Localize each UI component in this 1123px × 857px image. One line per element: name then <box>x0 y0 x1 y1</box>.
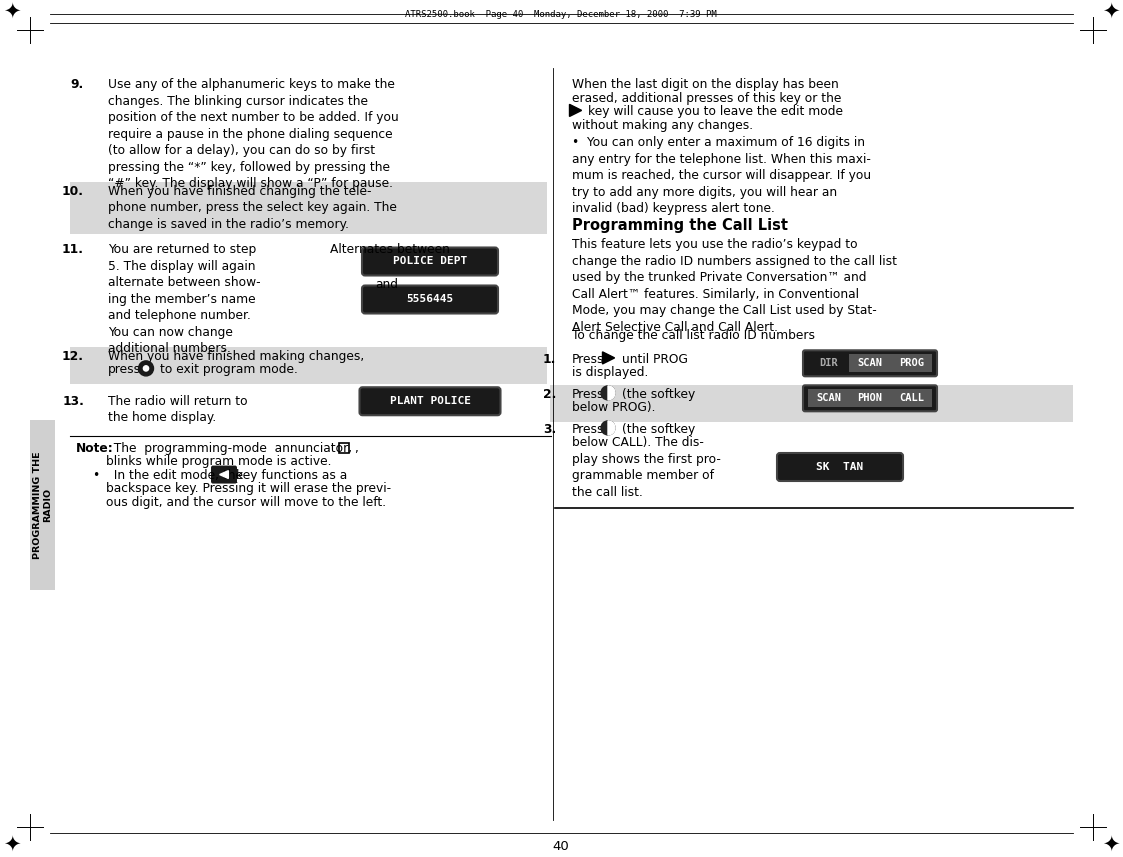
Text: press: press <box>108 363 141 376</box>
Circle shape <box>144 366 148 371</box>
Text: ous digit, and the cursor will move to the left.: ous digit, and the cursor will move to t… <box>106 495 386 508</box>
Text: Alternates between: Alternates between <box>330 243 450 256</box>
Text: Press: Press <box>572 423 604 435</box>
Text: ,: , <box>354 441 358 454</box>
Text: 12.: 12. <box>62 350 84 363</box>
Text: blinks while program mode is active.: blinks while program mode is active. <box>106 455 331 468</box>
Text: (the softkey: (the softkey <box>622 423 695 435</box>
Text: (the softkey: (the softkey <box>622 387 695 400</box>
Text: DIR: DIR <box>820 358 838 369</box>
Text: and: and <box>375 278 398 291</box>
Bar <box>70 182 547 234</box>
FancyBboxPatch shape <box>362 248 497 275</box>
Text: erased, additional presses of this key or the: erased, additional presses of this key o… <box>572 92 841 105</box>
Bar <box>339 442 349 452</box>
Text: The  programming-mode  annunciator,: The programming-mode annunciator, <box>106 441 353 454</box>
Text: 2.: 2. <box>542 387 556 400</box>
Polygon shape <box>220 470 228 478</box>
Text: below PROG).: below PROG). <box>572 401 656 414</box>
Text: 40: 40 <box>553 840 569 853</box>
Text: 10.: 10. <box>62 184 84 197</box>
Text: SCAN: SCAN <box>858 358 883 369</box>
FancyBboxPatch shape <box>211 465 237 483</box>
Text: POLICE DEPT: POLICE DEPT <box>393 256 467 267</box>
Text: PLANT POLICE: PLANT POLICE <box>390 396 471 406</box>
Text: Use any of the alphanumeric keys to make the
changes. The blinking cursor indica: Use any of the alphanumeric keys to make… <box>108 78 399 190</box>
Text: PHON: PHON <box>858 393 883 404</box>
Text: In the edit mode, the: In the edit mode, the <box>106 469 243 482</box>
Bar <box>70 346 547 383</box>
Bar <box>550 385 1072 422</box>
Text: ✦: ✦ <box>3 835 20 855</box>
Text: 9.: 9. <box>71 78 84 91</box>
Text: ✦: ✦ <box>1103 835 1120 855</box>
Text: to exit program mode.: to exit program mode. <box>159 363 298 376</box>
Text: 11.: 11. <box>62 243 84 256</box>
Text: You are returned to step
5. The display will again
alternate between show-
ing t: You are returned to step 5. The display … <box>108 243 261 355</box>
Bar <box>891 389 932 407</box>
Text: CALL: CALL <box>898 393 924 404</box>
Text: backspace key. Pressing it will erase the previ-: backspace key. Pressing it will erase th… <box>106 482 391 495</box>
Text: below CALL). The dis-
play shows the first pro-
grammable member of
the call lis: below CALL). The dis- play shows the fir… <box>572 436 721 499</box>
Text: 13.: 13. <box>62 394 84 407</box>
Bar <box>849 389 891 407</box>
Text: without making any changes.: without making any changes. <box>572 118 754 131</box>
Circle shape <box>601 386 615 400</box>
Text: 5556445: 5556445 <box>407 295 454 304</box>
Text: To change the call list radio ID numbers: To change the call list radio ID numbers <box>572 329 815 342</box>
Text: •  You can only enter a maximum of 16 digits in
any entry for the telephone list: • You can only enter a maximum of 16 dig… <box>572 136 871 215</box>
Text: PROGRAMMING THE
RADIO: PROGRAMMING THE RADIO <box>33 451 52 559</box>
Text: SCAN: SCAN <box>816 393 841 404</box>
FancyBboxPatch shape <box>362 285 497 314</box>
Text: until PROG: until PROG <box>622 352 688 365</box>
Text: Note:: Note: <box>76 441 113 454</box>
Text: When you have finished making changes,: When you have finished making changes, <box>108 350 364 363</box>
Bar <box>891 354 932 372</box>
Text: This feature lets you use the radio’s keypad to
change the radio ID numbers assi: This feature lets you use the radio’s ke… <box>572 238 897 333</box>
Bar <box>809 354 849 372</box>
Text: When you have finished changing the tele-
phone number, press the select key aga: When you have finished changing the tele… <box>108 184 396 231</box>
Text: is displayed.: is displayed. <box>572 366 648 379</box>
Circle shape <box>138 361 154 376</box>
Text: Programming the Call List: Programming the Call List <box>572 218 788 232</box>
Text: 1.: 1. <box>542 352 556 365</box>
Text: 3.: 3. <box>542 423 556 435</box>
FancyBboxPatch shape <box>803 351 937 376</box>
Polygon shape <box>608 386 615 400</box>
Text: The radio will return to
the home display.: The radio will return to the home displa… <box>108 394 248 424</box>
FancyBboxPatch shape <box>777 453 903 481</box>
Polygon shape <box>603 352 614 364</box>
Text: key functions as a: key functions as a <box>236 469 347 482</box>
Text: •: • <box>92 469 99 482</box>
Bar <box>809 389 849 407</box>
Text: PROG: PROG <box>898 358 924 369</box>
Text: Press: Press <box>572 352 604 365</box>
FancyBboxPatch shape <box>359 387 501 416</box>
Text: When the last digit on the display has been: When the last digit on the display has b… <box>572 78 839 91</box>
Text: ✦: ✦ <box>3 2 20 22</box>
Text: ✦: ✦ <box>1103 2 1120 22</box>
Polygon shape <box>569 105 582 117</box>
Text: SK  TAN: SK TAN <box>816 462 864 472</box>
FancyBboxPatch shape <box>803 386 937 411</box>
Bar <box>30 420 55 590</box>
Bar <box>849 354 891 372</box>
Text: key will cause you to leave the edit mode: key will cause you to leave the edit mod… <box>588 105 843 118</box>
Polygon shape <box>608 421 615 434</box>
Text: ATRS2500.book  Page 40  Monday, December 18, 2000  7:39 PM: ATRS2500.book Page 40 Monday, December 1… <box>405 10 716 19</box>
Circle shape <box>601 421 615 434</box>
Text: Press: Press <box>572 387 604 400</box>
